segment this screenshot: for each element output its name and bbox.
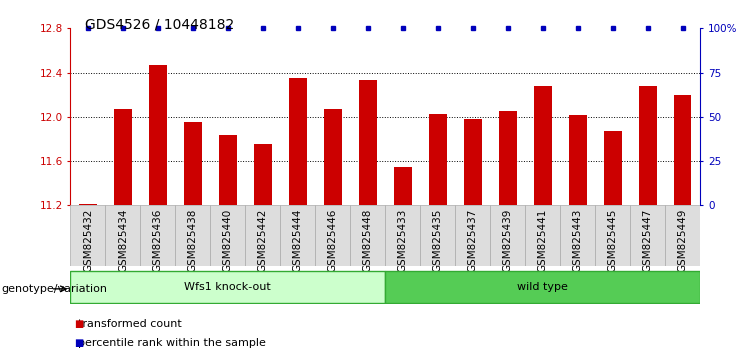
Text: GSM825443: GSM825443 [573, 208, 582, 272]
Bar [79, 204, 96, 205]
Bar [674, 95, 691, 205]
Bar [525, 205, 560, 266]
Bar [316, 205, 350, 266]
Text: GSM825442: GSM825442 [258, 208, 268, 272]
Bar [254, 144, 272, 205]
Bar [385, 205, 420, 266]
Bar [499, 111, 516, 205]
Bar [639, 86, 657, 205]
Text: GSM825446: GSM825446 [328, 208, 338, 272]
Text: GSM825441: GSM825441 [538, 208, 548, 272]
Text: GSM825432: GSM825432 [83, 208, 93, 272]
Bar [289, 78, 307, 205]
Text: ■: ■ [74, 338, 83, 348]
Text: percentile rank within the sample: percentile rank within the sample [78, 338, 266, 348]
Text: genotype/variation: genotype/variation [1, 284, 107, 293]
Text: GSM825445: GSM825445 [608, 208, 618, 272]
Bar [105, 205, 140, 266]
Text: GSM825439: GSM825439 [503, 208, 513, 272]
Bar [429, 114, 447, 205]
Bar [534, 86, 551, 205]
Bar [394, 167, 411, 205]
Bar [184, 122, 202, 205]
Bar [569, 115, 587, 205]
Text: transformed count: transformed count [78, 319, 182, 329]
Text: GSM825433: GSM825433 [398, 208, 408, 272]
Bar [455, 205, 491, 266]
Text: GSM825438: GSM825438 [188, 208, 198, 272]
Bar [176, 205, 210, 266]
Bar [280, 205, 316, 266]
Text: GSM825449: GSM825449 [678, 208, 688, 272]
Bar [140, 205, 176, 266]
Text: GSM825435: GSM825435 [433, 208, 443, 272]
Text: ■: ■ [74, 319, 83, 329]
Bar [350, 205, 385, 266]
Bar [464, 119, 482, 205]
Bar [491, 205, 525, 266]
Bar [70, 205, 105, 266]
Text: GSM825447: GSM825447 [642, 208, 653, 272]
Bar [385, 271, 700, 303]
Bar [604, 131, 622, 205]
Bar [245, 205, 280, 266]
Text: Wfs1 knock-out: Wfs1 knock-out [185, 282, 271, 292]
Text: GSM825434: GSM825434 [118, 208, 128, 272]
Bar [219, 135, 236, 205]
Text: GSM825440: GSM825440 [223, 208, 233, 272]
Bar [149, 65, 167, 205]
Bar [210, 205, 245, 266]
Bar [631, 205, 665, 266]
Text: GSM825436: GSM825436 [153, 208, 163, 272]
Bar [595, 205, 631, 266]
Text: GSM825444: GSM825444 [293, 208, 303, 272]
Text: GDS4526 / 10448182: GDS4526 / 10448182 [85, 18, 234, 32]
Text: wild type: wild type [517, 282, 568, 292]
Bar [665, 205, 700, 266]
Bar [114, 109, 132, 205]
Bar [359, 80, 376, 205]
Bar [70, 271, 385, 303]
Text: GSM825448: GSM825448 [363, 208, 373, 272]
Bar [420, 205, 455, 266]
Text: GSM825437: GSM825437 [468, 208, 478, 272]
Bar [324, 109, 342, 205]
Bar [560, 205, 595, 266]
